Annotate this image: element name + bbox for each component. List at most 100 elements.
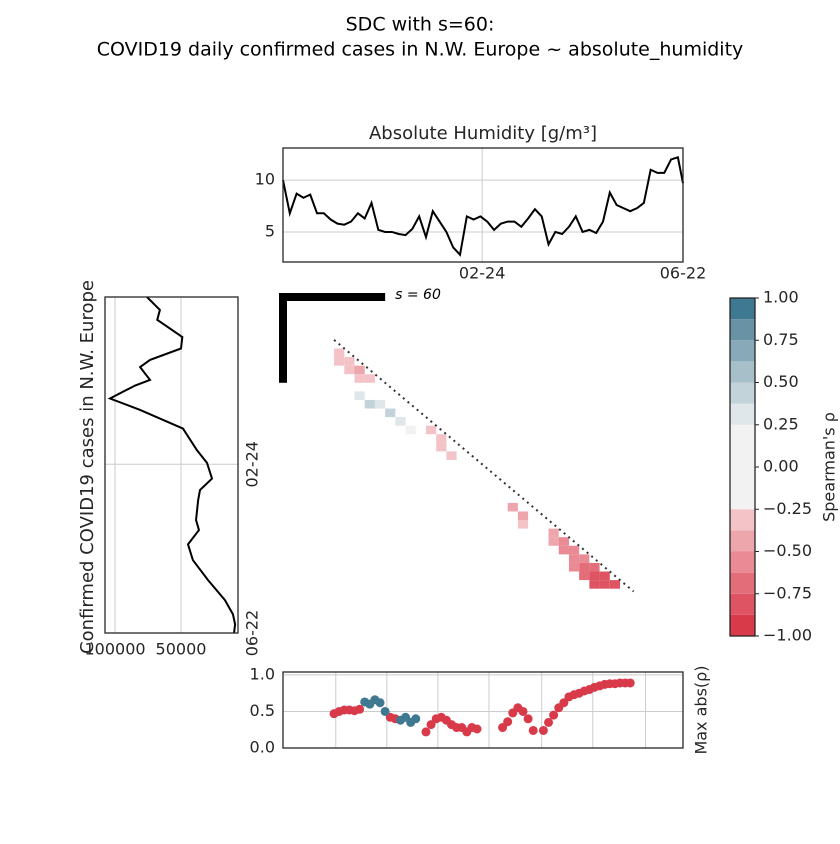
heatmap-cell (436, 442, 447, 452)
heatmap-cell (364, 399, 375, 409)
heatmap-cell (579, 571, 590, 581)
panel-title: Absolute Humidity [g/m³] (369, 123, 597, 144)
scatter-point (421, 727, 431, 737)
heatmap-cell (364, 374, 375, 383)
scatter-point (544, 717, 554, 727)
heatmap-cell (385, 408, 396, 418)
data-line (282, 156, 684, 257)
colorbar-band (730, 298, 755, 320)
y-axis-label: Max abs(ρ) (692, 665, 711, 754)
scatter-point (375, 698, 385, 708)
x-tick-label: 06-22 (660, 264, 707, 283)
heatmap-cell (354, 365, 365, 375)
data-line (107, 296, 237, 634)
scatter-point (472, 724, 482, 734)
y-tick-label: 5 (265, 221, 275, 240)
scatter-point (538, 725, 548, 735)
colorbar-band (730, 572, 755, 594)
heatmap-cell (405, 425, 416, 435)
heatmap-cell (354, 391, 365, 400)
heatmap-cell (548, 537, 559, 546)
heatmap-cell (517, 520, 529, 529)
heatmap-cell (579, 554, 590, 563)
heatmap-cell (334, 348, 345, 358)
y-tick-label: 0.5 (250, 701, 275, 720)
panel-frame (282, 147, 684, 263)
window-bar (283, 293, 386, 301)
colorbar-band (730, 614, 755, 636)
scatter-point (549, 710, 559, 720)
colorbar-tick-label: −1.00 (763, 626, 812, 645)
heatmap-cell (558, 537, 569, 546)
heatmap-cell (425, 425, 437, 435)
colorbar-label: Spearman's ρ (820, 412, 839, 522)
colorbar-band (730, 319, 755, 341)
scatter-point (380, 706, 390, 716)
x-tick-label: 02-24 (459, 264, 506, 283)
colorbar-tick-label: 0.50 (763, 372, 799, 391)
heatmap-cell (568, 545, 580, 555)
panel-frame (104, 296, 239, 634)
colorbar-tick-label: 0.00 (763, 457, 799, 476)
colorbar-tick-label: 1.00 (763, 288, 799, 307)
colorbar-tick-label: −0.25 (763, 499, 812, 518)
panel-frame (282, 671, 684, 749)
heatmap-cell (568, 562, 580, 572)
y-tick-label: 06-22 (243, 610, 262, 657)
colorbar-band (730, 340, 755, 362)
colorbar-band (730, 382, 755, 404)
scatter-point (426, 720, 436, 730)
heatmap-cell (589, 580, 600, 589)
heatmap-cell (446, 451, 457, 460)
heatmap-cell (344, 365, 355, 375)
lag-zero-line (333, 339, 635, 593)
colorbar-band (730, 424, 755, 510)
heatmap-cell (558, 545, 569, 555)
y-tick-label: 10 (255, 170, 275, 189)
heatmap-cell (507, 502, 518, 512)
scatter-point (355, 704, 365, 714)
heatmap-cell (599, 571, 610, 581)
window-bar (279, 293, 287, 383)
scatter-point (523, 714, 533, 724)
colorbar-tick-label: −0.50 (763, 541, 812, 560)
heatmap-cell (599, 580, 610, 589)
heatmap-cell (589, 571, 600, 581)
heatmap-cell (436, 434, 447, 443)
heatmap-cell (548, 528, 559, 538)
colorbar-tick-label: 0.75 (763, 330, 799, 349)
heatmap-cell (395, 417, 406, 426)
heatmap-cell (334, 357, 345, 366)
colorbar-band (730, 530, 755, 552)
scatter-point (625, 678, 635, 688)
y-tick-label: 0.0 (250, 738, 275, 757)
scatter-point (498, 723, 508, 733)
scatter-point (528, 725, 538, 735)
colorbar-tick-label: −0.75 (763, 583, 812, 602)
colorbar-band (730, 403, 755, 425)
heatmap-cell (568, 554, 580, 563)
colorbar-band (730, 551, 755, 573)
y-tick-label: 1.0 (250, 664, 275, 683)
colorbar-band (730, 361, 755, 383)
heatmap-cell (579, 562, 590, 572)
scatter-point (411, 714, 421, 724)
scatter-point (518, 706, 528, 716)
heatmap-cell (344, 357, 355, 366)
y-tick-label: 02-24 (243, 441, 262, 488)
colorbar-tick-label: 0.25 (763, 414, 799, 433)
y-axis-label: Confirmed COVID19 cases in N.W. Europe (77, 280, 98, 654)
heatmap-cell (517, 511, 529, 521)
heatmap-cell (589, 562, 600, 572)
scatter-point (559, 698, 569, 708)
heatmap-cell (354, 374, 365, 383)
heatmap-cell (374, 399, 386, 409)
x-tick-label: 50000 (156, 640, 207, 659)
x-tick-label: 100000 (84, 640, 145, 659)
colorbar-band (730, 509, 755, 531)
heatmap-cell (609, 580, 621, 589)
colorbar-band (730, 593, 755, 615)
scatter-point (503, 717, 513, 727)
title-line: COVID19 daily confirmed cases in N.W. Eu… (97, 39, 744, 61)
